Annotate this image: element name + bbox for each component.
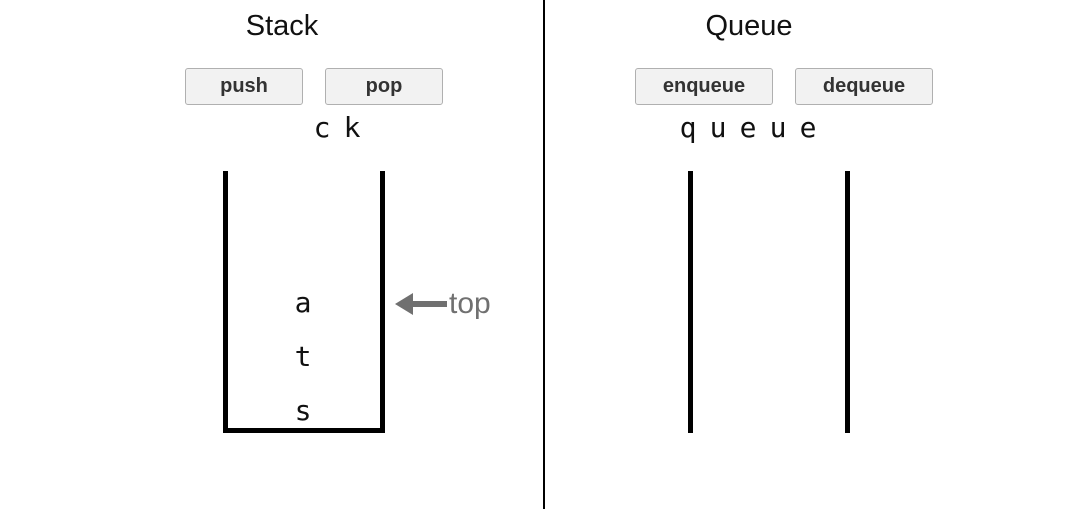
pending-char: c	[313, 110, 331, 144]
stack-left-wall	[223, 171, 228, 433]
enqueue-button[interactable]: enqueue	[635, 68, 773, 105]
stack-right-wall	[380, 171, 385, 433]
stack-title: Stack	[245, 10, 319, 42]
stack-item: a	[294, 286, 312, 319]
pending-char: u	[769, 110, 787, 144]
queue-left-wall	[688, 171, 693, 433]
top-pointer: top	[395, 286, 491, 322]
queue-right-wall	[845, 171, 850, 433]
stack-item: s	[294, 394, 312, 427]
pending-char: u	[709, 110, 727, 144]
queue-pending-input: q u e u e	[673, 110, 823, 144]
pending-char: q	[679, 110, 697, 144]
pending-char: k	[343, 110, 361, 144]
top-pointer-label: top	[449, 287, 491, 320]
pending-char: e	[739, 110, 757, 144]
panel-divider	[543, 0, 545, 509]
left-arrow-icon	[395, 293, 447, 315]
push-button[interactable]: push	[185, 68, 303, 105]
dequeue-button[interactable]: dequeue	[795, 68, 933, 105]
stack-pending-input: c k	[307, 110, 367, 144]
stack-bottom-wall	[223, 428, 385, 433]
queue-title: Queue	[705, 10, 793, 42]
pop-button[interactable]: pop	[325, 68, 443, 105]
pending-char: e	[799, 110, 817, 144]
stack-item: t	[294, 340, 312, 373]
